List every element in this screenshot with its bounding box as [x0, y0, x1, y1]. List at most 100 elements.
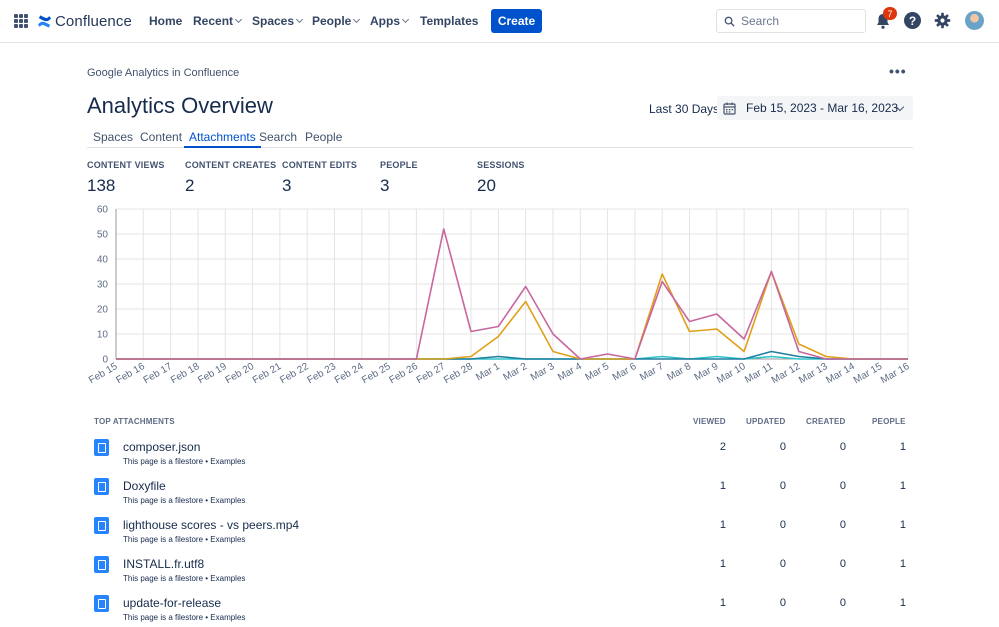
file-icon [94, 556, 109, 573]
y-tick-label: 30 [97, 280, 109, 291]
attachment-name[interactable]: composer.json [123, 440, 201, 454]
nav-people[interactable]: People [312, 14, 361, 28]
column-header-viewed[interactable]: VIEWED [693, 417, 726, 426]
series-line [116, 228, 908, 360]
x-tick-label: Mar 13 [797, 361, 830, 386]
help-button[interactable]: ? [904, 12, 921, 29]
tab-spaces[interactable]: Spaces [93, 130, 134, 144]
column-header-created[interactable]: CREATED [806, 417, 846, 426]
tab-attachments[interactable]: Attachments [184, 130, 261, 148]
people-count: 1 [899, 519, 906, 531]
people-count: 1 [899, 558, 906, 570]
top-navigation: Confluence Home Recent Spaces People App… [0, 0, 999, 43]
brand-name: Confluence [55, 12, 132, 30]
attachment-name[interactable]: INSTALL.fr.utf8 [123, 557, 205, 571]
more-actions-icon[interactable]: ••• [889, 63, 907, 79]
date-range-value: Feb 15, 2023 - Mar 16, 2023 [746, 101, 899, 115]
people-count: 1 [899, 597, 906, 609]
search-icon [724, 16, 735, 27]
x-tick-label: Mar 8 [665, 361, 693, 384]
confluence-logo-icon [37, 14, 52, 28]
date-range-picker[interactable]: Feb 15, 2023 - Mar 16, 2023 [717, 96, 913, 120]
x-tick-label: Mar 16 [879, 361, 912, 386]
x-tick-label: Mar 3 [529, 361, 557, 384]
y-tick-label: 10 [97, 330, 109, 341]
table-row: composer.json This page is a filestore •… [87, 438, 913, 476]
chart-grid [115, 208, 909, 360]
tab-content[interactable]: Content [140, 130, 183, 144]
metric-label: CONTENT VIEWS [87, 160, 165, 170]
y-tick-label: 60 [97, 205, 109, 216]
x-tick-label: Mar 7 [638, 361, 666, 384]
attachment-name[interactable]: update-for-release [123, 596, 222, 610]
search-box[interactable] [716, 9, 866, 33]
created-count: 0 [839, 558, 846, 570]
column-header-people[interactable]: PEOPLE [872, 417, 906, 426]
metric-label: SESSIONS [477, 160, 525, 170]
chevron-down-icon [401, 15, 410, 24]
table-row: lighthouse scores - vs peers.mp4 This pa… [87, 516, 913, 554]
column-header-updated[interactable]: UPDATED [746, 417, 786, 426]
analytics-tabs: Spaces Content Attachments Search People [87, 126, 913, 148]
created-count: 0 [839, 597, 846, 609]
nav-home[interactable]: Home [149, 14, 183, 28]
people-count: 1 [899, 441, 906, 453]
x-tick-label: Feb 16 [114, 361, 147, 386]
create-button[interactable]: Create [491, 9, 542, 33]
created-count: 0 [839, 480, 846, 492]
calendar-icon [723, 102, 736, 115]
confluence-logo[interactable]: Confluence [37, 11, 132, 31]
x-tick-label: Feb 24 [333, 361, 366, 386]
attachment-name[interactable]: Doxyfile [123, 479, 166, 493]
x-tick-label: Feb 23 [306, 361, 339, 386]
file-icon [94, 439, 109, 456]
x-tick-label: Feb 21 [251, 361, 284, 386]
x-tick-label: Mar 15 [852, 361, 885, 386]
attachment-name[interactable]: lighthouse scores - vs peers.mp4 [123, 518, 300, 532]
x-tick-label: Feb 25 [360, 361, 393, 386]
help-icon: ? [908, 13, 917, 28]
app-switcher-icon[interactable] [14, 14, 28, 28]
y-tick-label: 20 [97, 305, 109, 316]
tab-people[interactable]: People [305, 130, 343, 144]
nav-apps[interactable]: Apps [370, 14, 410, 28]
metric-label: CONTENT CREATES [185, 160, 277, 170]
updated-count: 0 [779, 558, 786, 570]
viewed-count: 1 [719, 480, 726, 492]
nav-recent[interactable]: Recent [193, 14, 243, 28]
page-title: Analytics Overview [87, 93, 273, 118]
search-input[interactable] [741, 14, 851, 28]
breadcrumb[interactable]: Google Analytics in Confluence [87, 67, 240, 79]
x-tick-label: Feb 20 [224, 361, 257, 386]
viewed-count: 2 [719, 441, 726, 453]
x-tick-label: Mar 10 [715, 361, 748, 386]
nav-templates[interactable]: Templates [420, 14, 479, 28]
gear-icon[interactable] [934, 12, 951, 29]
metric-content-edits: CONTENT EDITS 3 [282, 160, 357, 196]
metric-value: 3 [380, 176, 390, 195]
x-tick-label: Feb 19 [196, 361, 229, 386]
people-count: 1 [899, 480, 906, 492]
attachment-location: This page is a filestore • Examples [123, 535, 246, 544]
x-tick-label: Feb 17 [142, 361, 175, 386]
avatar[interactable] [965, 11, 984, 30]
x-tick-label: Mar 12 [770, 361, 803, 386]
metric-sessions: SESSIONS 20 [477, 160, 525, 196]
metric-value: 3 [282, 176, 292, 195]
chart-series [116, 228, 908, 360]
file-icon [94, 517, 109, 534]
metric-people: PEOPLE 3 [380, 160, 418, 196]
column-header-name: TOP ATTACHMENTS [94, 417, 175, 426]
range-label: Last 30 Days [649, 102, 720, 116]
y-tick-label: 0 [102, 355, 108, 366]
created-count: 0 [839, 441, 846, 453]
nav-spaces[interactable]: Spaces [252, 14, 304, 28]
viewed-count: 1 [719, 519, 726, 531]
tab-search[interactable]: Search [259, 130, 298, 144]
metric-content-creates: CONTENT CREATES 2 [185, 160, 276, 196]
x-tick-label: Feb 28 [442, 361, 475, 386]
notifications-button[interactable]: 7 [875, 7, 897, 30]
x-tick-label: Mar 5 [583, 361, 611, 384]
x-tick-label: Feb 27 [415, 361, 448, 386]
